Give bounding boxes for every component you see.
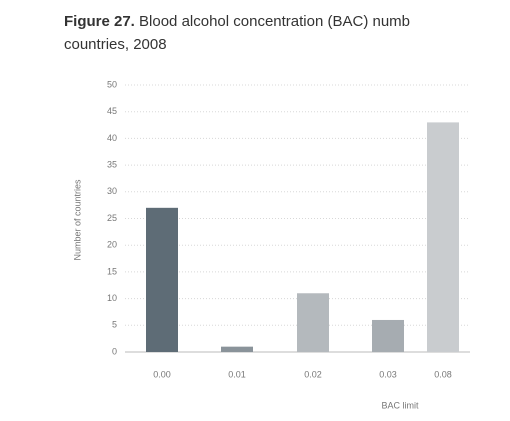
- y-tick-label: 45: [107, 106, 117, 116]
- y-axis-label: Number of countries: [72, 179, 82, 261]
- x-tick-label: 0.03: [379, 369, 397, 379]
- y-tick-label: 20: [107, 240, 117, 250]
- x-tick-label: 0.08: [434, 369, 452, 379]
- bar: [146, 207, 178, 352]
- x-tick-label: 0.01: [228, 369, 246, 379]
- y-tick-label: 25: [107, 213, 117, 223]
- title-text: Blood alcohol concentration (BAC) numb: [139, 13, 410, 30]
- bar: [297, 293, 329, 352]
- x-tick-label: 0.00: [153, 369, 171, 379]
- y-tick-label: 30: [107, 186, 117, 196]
- y-tick-label: 15: [107, 266, 117, 276]
- y-tick-label: 35: [107, 159, 117, 169]
- y-tick-label: 0: [112, 346, 117, 356]
- title-group: Figure 27. Blood alcohol concentration (…: [64, 13, 410, 30]
- bar: [427, 122, 459, 352]
- bar: [372, 319, 404, 352]
- x-tick-label: 0.02: [304, 369, 322, 379]
- y-tick-label: 40: [107, 133, 117, 143]
- x-axis-label: BAC limit: [381, 400, 419, 410]
- title-prefix: Figure 27.: [64, 13, 135, 30]
- bar: [221, 346, 253, 352]
- y-tick-label: 50: [107, 79, 117, 89]
- y-tick-label: 10: [107, 293, 117, 303]
- chart-title-line2: countries, 2008: [64, 36, 167, 53]
- chart-title: Figure 27. Blood alcohol concentration (…: [64, 13, 410, 30]
- y-tick-label: 5: [112, 320, 117, 330]
